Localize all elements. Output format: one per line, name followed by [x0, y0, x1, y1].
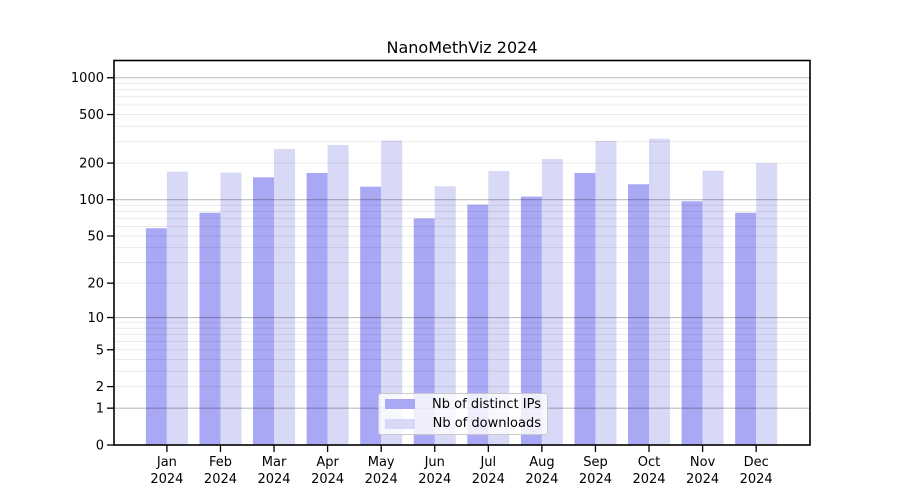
bar-downloads-feb — [220, 172, 242, 446]
y-tick-label: 2 — [96, 380, 104, 395]
y-tick-label: 50 — [87, 229, 104, 244]
x-tick-label-year: 2024 — [418, 472, 451, 487]
x-tick-label-year: 2024 — [150, 472, 183, 487]
legend: Nb of distinct IPs Nb of downloads — [378, 393, 548, 435]
bar-distinct-ips-jul — [467, 204, 489, 445]
y-tick-label: 500 — [79, 108, 104, 123]
y-tick-label: 5 — [96, 343, 104, 358]
x-tick-label-year: 2024 — [365, 472, 398, 487]
bar-downloads-mar — [274, 148, 296, 445]
bar-distinct-ips-jun — [413, 218, 435, 445]
x-tick-label-year: 2024 — [632, 472, 665, 487]
bar-distinct-ips-apr — [306, 172, 328, 445]
x-tick-label-month: Dec — [744, 455, 769, 470]
plot-border — [113, 59, 811, 446]
bar-distinct-ips-dec — [735, 212, 757, 445]
legend-label-downloads: Nb of downloads — [432, 416, 541, 432]
bar-downloads-oct — [649, 138, 671, 445]
x-tick-label-year: 2024 — [311, 472, 344, 487]
x-tick-label-month: Jan — [156, 455, 177, 470]
chart-title: NanoMethViz 2024 — [386, 38, 538, 57]
bar-distinct-ips-feb — [199, 212, 221, 445]
bar-downloads-jun — [434, 186, 456, 445]
legend-item-downloads: Nb of downloads — [385, 416, 541, 433]
y-tick-label: 200 — [79, 157, 104, 172]
x-tick-label-year: 2024 — [686, 472, 719, 487]
bar-downloads-nov — [702, 170, 724, 445]
y-tick-label: 20 — [87, 277, 104, 292]
bar-distinct-ips-nov — [681, 201, 703, 445]
legend-label-distinct-ips: Nb of distinct IPs — [432, 396, 541, 412]
x-tick-label-month: Nov — [690, 455, 716, 470]
x-tick-label-month: Feb — [209, 455, 232, 470]
legend-item-distinct-ips: Nb of distinct IPs — [385, 396, 541, 413]
bar-distinct-ips-aug — [520, 196, 542, 445]
x-tick-label-month: Oct — [638, 455, 660, 470]
bar-downloads-jan — [166, 171, 188, 445]
legend-swatch-downloads — [385, 418, 415, 429]
bar-downloads-aug — [541, 159, 563, 445]
x-tick-label-month: Jul — [479, 455, 496, 470]
x-tick-label-month: Aug — [529, 455, 554, 470]
x-tick-label-year: 2024 — [740, 472, 773, 487]
x-tick-label-year: 2024 — [472, 472, 505, 487]
x-tick-label-month: Sep — [583, 455, 608, 470]
legend-swatch-distinct-ips — [385, 399, 415, 410]
bar-distinct-ips-sep — [574, 172, 596, 445]
bar-distinct-ips-oct — [628, 184, 650, 446]
bar-distinct-ips-may — [360, 186, 382, 445]
x-tick-label-month: Mar — [262, 455, 287, 470]
bar-downloads-apr — [327, 145, 349, 445]
x-tick-label-year: 2024 — [525, 472, 558, 487]
x-tick-label-month: Apr — [316, 455, 339, 470]
x-tick-label-month: Jun — [424, 455, 445, 470]
x-tick-label-year: 2024 — [204, 472, 237, 487]
bar-downloads-may — [381, 140, 403, 445]
bar-downloads-jul — [488, 171, 510, 445]
y-tick-label: 10 — [87, 311, 104, 326]
bar-downloads-dec — [756, 163, 778, 445]
y-tick-label: 1000 — [71, 71, 104, 86]
x-tick-label-year: 2024 — [257, 472, 290, 487]
y-tick-label: 1 — [96, 402, 104, 417]
y-tick-label: 100 — [79, 193, 104, 208]
y-tick-label: 0 — [96, 439, 104, 454]
bar-distinct-ips-mar — [253, 177, 275, 445]
x-tick-label-year: 2024 — [579, 472, 612, 487]
x-tick-label-month: May — [368, 455, 395, 470]
bar-downloads-sep — [595, 140, 617, 446]
bar-distinct-ips-jan — [145, 228, 167, 445]
